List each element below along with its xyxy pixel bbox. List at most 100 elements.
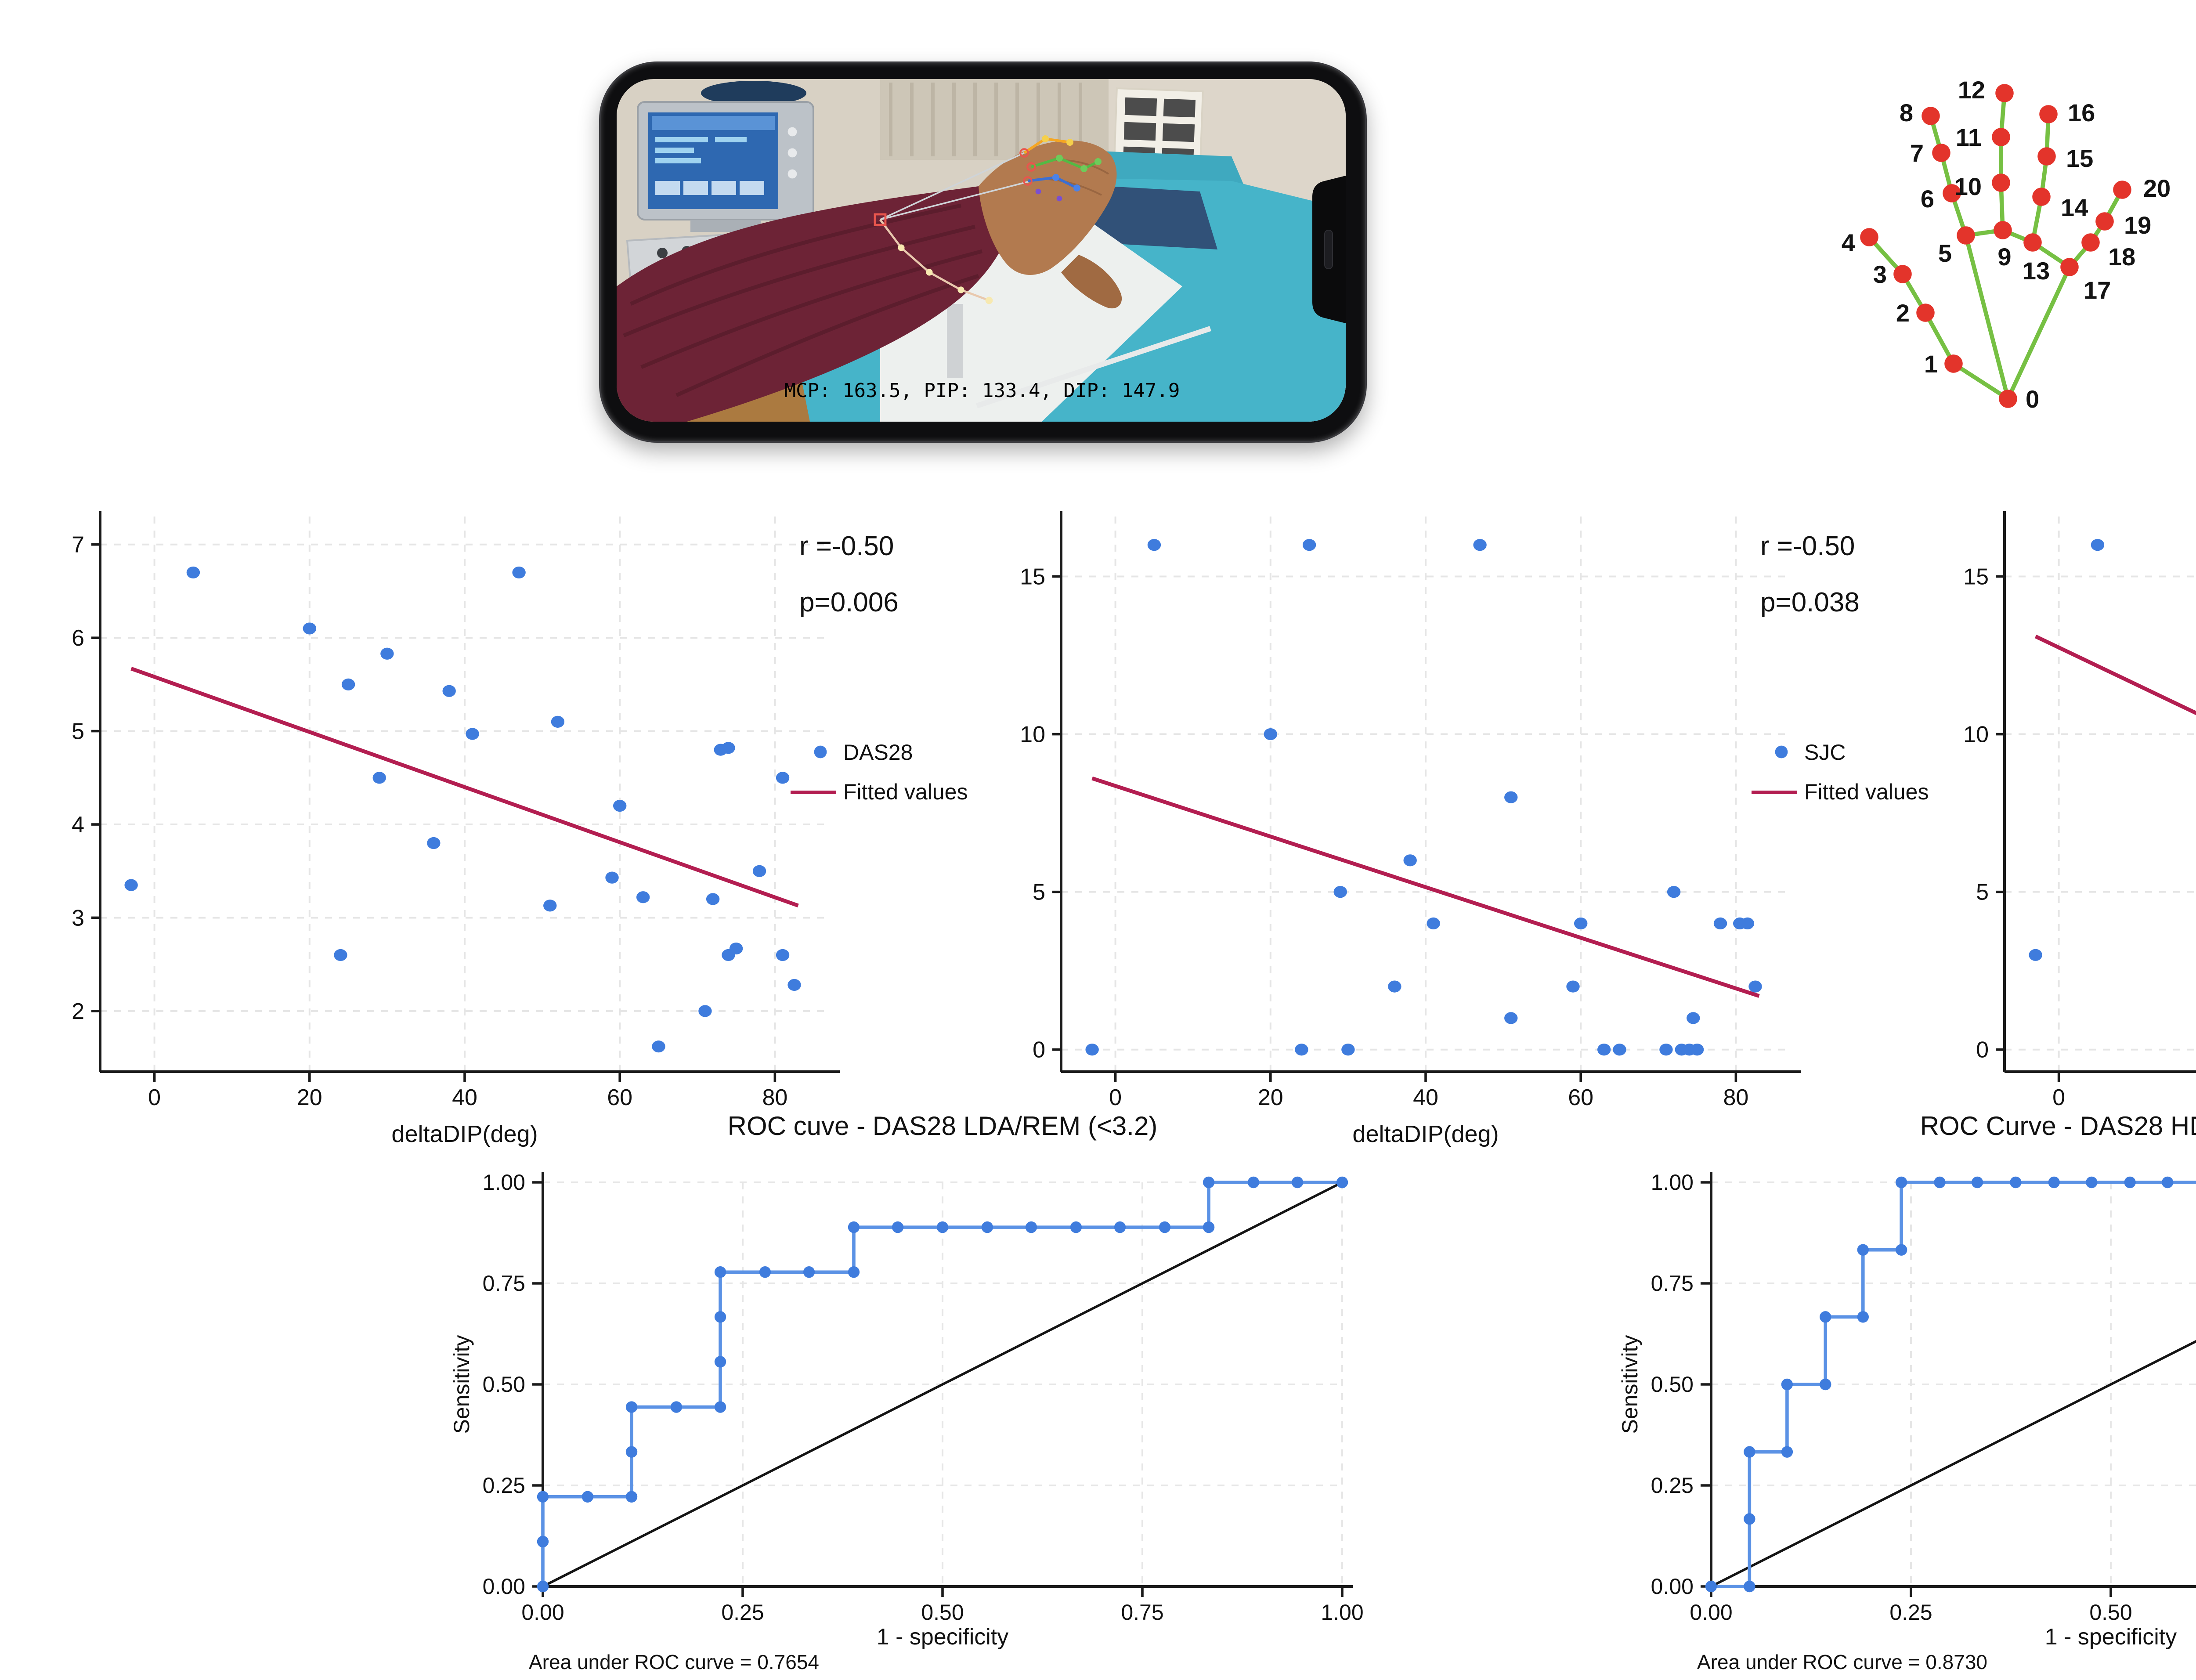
scatter-point: [613, 799, 627, 812]
scatter-point: [1713, 917, 1727, 930]
roc-point: [714, 1311, 726, 1323]
scatter-point: [1613, 1044, 1626, 1056]
y-tick-label: 10: [1963, 722, 1989, 748]
correlation-p-label: p=0.038: [1760, 587, 1860, 618]
roc-point: [670, 1401, 683, 1413]
x-tick-label: 1.00: [1321, 1600, 1363, 1625]
phone-mockup: MCP: 163.5, PIP: 133.4, DIP: 147.9: [599, 61, 1367, 443]
scatter-point: [124, 879, 138, 891]
reference-diagonal: [542, 1181, 1343, 1588]
roc-point: [803, 1266, 815, 1278]
legend-series-label: SJC: [1804, 740, 1846, 765]
y-tick-label: 5: [72, 719, 84, 744]
hand-keypoint-dot: [1995, 84, 2014, 102]
roc-point: [2162, 1176, 2174, 1189]
hand-keypoint-dot: [2060, 258, 2079, 276]
hand-keypoint-label: 18: [2108, 243, 2135, 271]
y-axis-title: Sensitivity: [449, 1335, 474, 1434]
auc-caption: Area under ROC curve = 0.8730: [1697, 1651, 1987, 1673]
gel-bottle: [701, 81, 806, 105]
x-tick-label: 0.25: [721, 1600, 764, 1625]
scatter-point: [1659, 1044, 1673, 1056]
hand-bone-edge: [2006, 266, 2072, 400]
scatter-point: [1473, 539, 1487, 551]
y-tick-label: 5: [1033, 880, 1045, 905]
scatter-point: [1341, 1044, 1355, 1056]
scatter-point: [334, 949, 347, 961]
roc-step-line: [1711, 1181, 2196, 1588]
scatter-point: [543, 900, 557, 912]
hand-keypoint-label: 3: [1873, 260, 1887, 288]
y-tick-label: 3: [72, 905, 84, 931]
roc-point: [1744, 1446, 1755, 1458]
hand-keypoint-label: 5: [1938, 239, 1952, 267]
scatter-point: [186, 566, 200, 579]
roc-point: [2086, 1176, 2098, 1189]
x-tick-label: 20: [297, 1085, 322, 1110]
roc-point: [1247, 1176, 1260, 1189]
roc-point: [1971, 1176, 1983, 1189]
scatter-point: [341, 678, 355, 690]
hand-keypoint-label: 0: [2026, 385, 2039, 413]
patient-hand: [979, 141, 1117, 275]
scatter-point: [1741, 917, 1755, 930]
roc-point: [537, 1580, 549, 1593]
y-tick-label: 4: [72, 812, 84, 838]
hand-bone-edge: [1923, 311, 1956, 365]
x-tick-label: 0.50: [921, 1600, 964, 1625]
hand-keypoint-dot: [2032, 188, 2051, 206]
y-tick-label: 0.25: [1651, 1473, 1694, 1498]
correlation-r-label: r =-0.50: [1760, 531, 1855, 561]
roc-point: [1781, 1446, 1793, 1458]
hand-keypoint-label: 10: [1954, 173, 1982, 200]
roc-point: [1820, 1311, 1831, 1323]
y-tick-label: 0.75: [1651, 1271, 1694, 1296]
scatter-point: [372, 772, 386, 784]
roc-point: [848, 1266, 860, 1278]
y-tick-label: 0.75: [483, 1271, 525, 1296]
hand-keypoint-dot: [1916, 303, 1935, 322]
hand-keypoint-dot: [1860, 228, 1878, 246]
x-axis-title: 1 - specificity: [877, 1624, 1009, 1650]
hand-keypoint-label: 8: [1900, 99, 1913, 126]
roc-point: [1857, 1244, 1869, 1256]
y-tick-label: 0.00: [1651, 1574, 1694, 1599]
fitted-line: [130, 667, 799, 908]
legend-series-label: DAS28: [843, 740, 913, 765]
roc-point: [1744, 1580, 1755, 1593]
roc-point: [1203, 1221, 1215, 1233]
hand-keypoint-label: 15: [2066, 145, 2093, 172]
hand-keypoint-label: 17: [2084, 276, 2111, 304]
x-tick-label: 0.00: [1690, 1600, 1732, 1625]
pillow: [1077, 184, 1217, 249]
scatter-point: [636, 891, 650, 903]
scatter-point: [551, 715, 565, 728]
scatter-point: [1147, 539, 1161, 551]
auc-caption: Area under ROC curve = 0.7654: [529, 1651, 819, 1673]
scatter-point: [2029, 949, 2042, 961]
roc-point: [1705, 1580, 1717, 1593]
hand-bone-edge: [1952, 361, 2009, 401]
x-tick-label: 40: [452, 1085, 477, 1110]
scatter-point: [1574, 917, 1588, 930]
roc-point: [2124, 1176, 2136, 1189]
scatter-point: [303, 622, 317, 635]
roc-point: [1114, 1221, 1126, 1233]
hand-keypoint-dot: [2113, 181, 2131, 199]
scatter-point: [652, 1041, 665, 1053]
scatter-point: [1333, 886, 1347, 898]
scatter-point: [427, 837, 441, 849]
hand-keypoint-label: 1: [1924, 350, 1938, 378]
hand-keypoint-dot: [1957, 226, 1975, 245]
roc-point: [1895, 1176, 1907, 1189]
roc-point: [1934, 1176, 1946, 1189]
roc-point: [714, 1266, 726, 1278]
roc-point: [625, 1491, 638, 1503]
scatter-point: [787, 979, 801, 991]
roc-point: [537, 1491, 549, 1503]
roc-curve-das28-lda-rem: ROC cuve - DAS28 LDA/REM (<3.2) 0.000.00 0…: [449, 1111, 1364, 1673]
hand-keypoint-dot: [1992, 128, 2010, 146]
hand-keypoint-dot: [1944, 354, 1963, 373]
scatter-point: [1504, 1012, 1518, 1024]
